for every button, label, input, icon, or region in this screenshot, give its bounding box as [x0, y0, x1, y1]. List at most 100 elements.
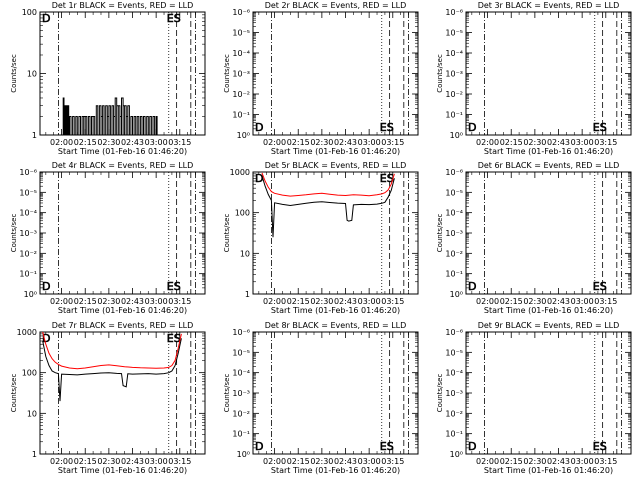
panel-det-5: Det 5r BLACK = Events, RED = LLD 1 10 100 10…	[223, 161, 419, 315]
series-events	[62, 97, 158, 136]
x-axis-label: Start Time (01-Feb-16 01:46:20)	[271, 466, 400, 475]
x-axis-label: Start Time (01-Feb-16 01:46:20)	[484, 147, 613, 156]
start-flag: D	[255, 440, 263, 453]
x-axis-label: Start Time (01-Feb-16 01:46:20)	[58, 306, 187, 315]
y-tick-label: 1	[245, 290, 250, 299]
x-tick-label: 02:43	[547, 457, 570, 466]
end-flag: ES	[167, 332, 181, 345]
panel-det-8: Det 8r BLACK = Events, RED = LLD 10⁰ 10⁻¹ 1…	[223, 321, 419, 475]
x-tick-label: 03:00	[571, 457, 594, 466]
lld-trace	[42, 331, 182, 370]
y-tick-label: 10⁻⁵	[445, 348, 463, 357]
panel-title: Det 3r BLACK = Events, RED = LLD	[478, 1, 620, 10]
x-tick-label: 03:00	[571, 297, 594, 306]
y-tick-label: 10⁰	[450, 450, 463, 459]
x-tick-label: 02:30	[97, 457, 120, 466]
x-tick-label: 02:30	[310, 297, 333, 306]
start-flag: D	[42, 12, 50, 25]
lld-trace	[261, 172, 395, 197]
x-tick-label: 02:00	[476, 297, 499, 306]
x-tick-label: 03:15	[168, 138, 191, 147]
x-tick-label: 02:15	[287, 297, 310, 306]
x-tick-label: 03:15	[594, 297, 617, 306]
y-tick-label: 10⁻¹	[19, 270, 37, 279]
panel-det-1: Det 1r BLACK = Events, RED = LLD 1 10 100 Co…	[10, 1, 206, 156]
plot-frame	[252, 11, 419, 136]
y-tick-label: 10⁻⁶	[19, 168, 37, 177]
x-tick-label: 02:30	[523, 297, 546, 306]
y-axis-label: Counts/sec	[223, 214, 231, 253]
plot-frame	[252, 171, 419, 295]
x-tick-label: 02:15	[74, 297, 97, 306]
y-tick-label: 10⁻⁴	[445, 209, 463, 218]
plot-frame	[252, 331, 419, 455]
y-tick-label: 10⁻¹	[445, 270, 463, 279]
x-tick-label: 03:00	[358, 138, 381, 147]
y-tick-label: 10⁰	[450, 290, 463, 299]
panel-det-3: Det 3r BLACK = Events, RED = LLD 10⁰ 10⁻¹ 1…	[436, 1, 632, 156]
x-tick-label: 02:00	[263, 297, 286, 306]
panel-det-7: Det 7r BLACK = Events, RED = LLD 1 10 100 10…	[10, 321, 206, 475]
x-axis-label: Start Time (01-Feb-16 01:46:20)	[271, 147, 400, 156]
plot-frame	[39, 171, 206, 295]
y-tick-label: 10⁻³	[232, 389, 250, 398]
x-tick-label: 02:00	[476, 138, 499, 147]
x-tick-label: 03:15	[594, 457, 617, 466]
start-flag: D	[468, 440, 476, 453]
y-tick-label: 10⁻³	[445, 229, 463, 238]
x-tick-label: 02:43	[121, 297, 144, 306]
y-tick-label: 100	[22, 8, 37, 17]
y-tick-label: 100	[22, 369, 37, 378]
x-tick-label: 03:00	[145, 457, 168, 466]
y-tick-label: 10⁻⁶	[445, 328, 463, 337]
start-flag: D	[255, 172, 263, 185]
y-tick-label: 10⁻⁴	[445, 369, 463, 378]
panel-title: Det 4r BLACK = Events, RED = LLD	[52, 161, 194, 170]
panel-title: Det 2r BLACK = Events, RED = LLD	[265, 1, 407, 10]
y-axis-label: Counts/sec	[223, 374, 231, 413]
y-axis-label: Counts/sec	[10, 54, 18, 93]
y-tick-label: 10⁻¹	[445, 430, 463, 439]
plot-frame	[465, 11, 632, 136]
start-flag: D	[468, 280, 476, 293]
y-tick-label: 10⁰	[24, 290, 37, 299]
y-tick-label: 1	[32, 450, 37, 459]
y-tick-label: 10⁻²	[445, 409, 463, 418]
y-tick-label: 10⁻²	[445, 90, 463, 99]
x-tick-label: 03:15	[381, 457, 404, 466]
series-lld	[261, 172, 395, 197]
y-tick-label: 10⁰	[450, 131, 463, 140]
y-tick-label: 10⁻²	[232, 90, 250, 99]
series-events	[42, 338, 182, 402]
x-tick-label: 02:30	[523, 138, 546, 147]
y-tick-label: 10⁻²	[19, 249, 37, 258]
panel-det-9: Det 9r BLACK = Events, RED = LLD 10⁰ 10⁻¹ 1…	[436, 321, 632, 475]
end-flag: ES	[380, 440, 394, 453]
y-tick-label: 10⁰	[237, 450, 250, 459]
plot-frame	[465, 171, 632, 295]
panel-title: Det 5r BLACK = Events, RED = LLD	[265, 161, 407, 170]
y-tick-label: 10⁻³	[445, 389, 463, 398]
x-tick-label: 02:43	[547, 138, 570, 147]
events-trace	[42, 338, 182, 402]
x-tick-label: 02:30	[310, 457, 333, 466]
start-flag: D	[42, 280, 50, 293]
y-tick-label: 10⁻⁶	[445, 168, 463, 177]
y-tick-label: 10⁻¹	[232, 111, 250, 120]
series-events	[261, 175, 395, 238]
y-tick-label: 100	[235, 209, 250, 218]
y-tick-label: 10⁻¹	[232, 430, 250, 439]
y-axis-label: Counts/sec	[436, 214, 444, 253]
y-axis-label: Counts/sec	[10, 214, 18, 253]
x-tick-label: 02:00	[50, 138, 73, 147]
y-tick-label: 10⁻⁴	[445, 49, 463, 58]
end-flag: ES	[167, 280, 181, 293]
events-trace	[261, 175, 395, 238]
y-tick-label: 10⁻⁵	[19, 188, 37, 197]
end-flag: ES	[167, 12, 181, 25]
x-tick-label: 03:00	[571, 138, 594, 147]
y-tick-label: 10⁻⁵	[232, 29, 250, 38]
panel-det-2: Det 2r BLACK = Events, RED = LLD 10⁰ 10⁻¹ 1…	[223, 1, 419, 156]
x-tick-label: 03:15	[168, 297, 191, 306]
